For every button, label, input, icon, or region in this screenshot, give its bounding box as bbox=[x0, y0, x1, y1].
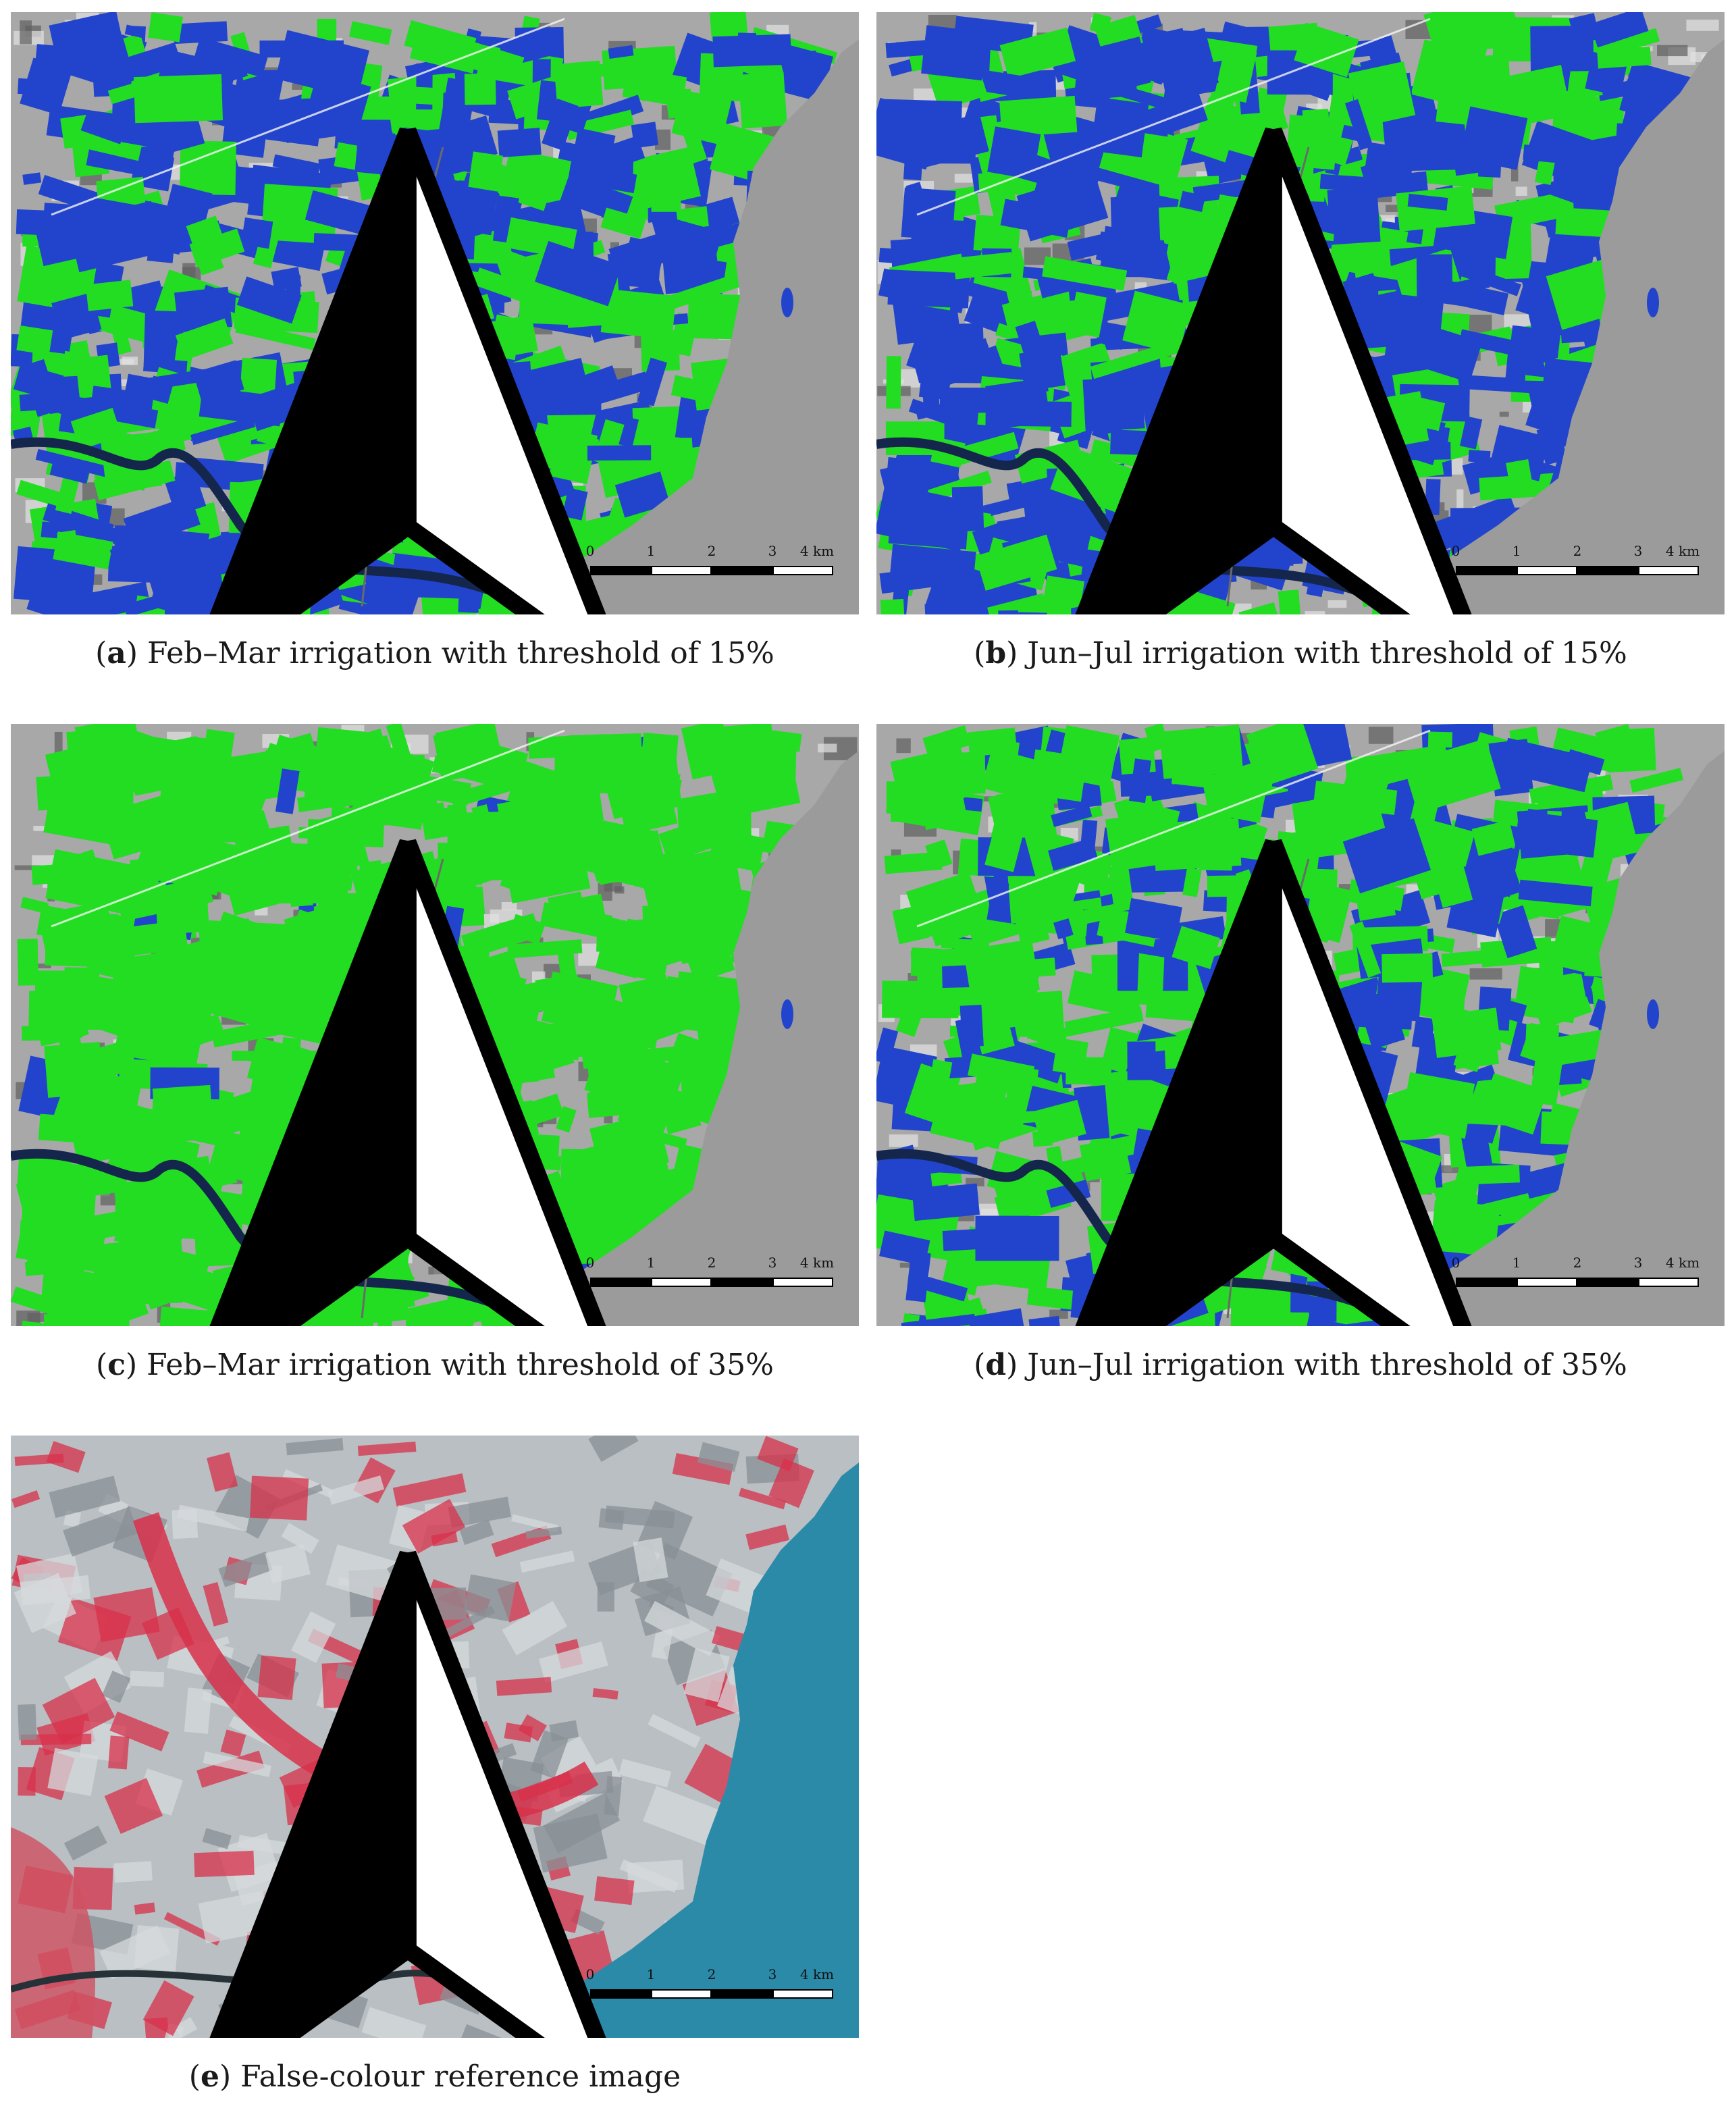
scale-label-0: 0 bbox=[585, 1966, 595, 1982]
scale-bar: 0 1 2 3 4 km bbox=[585, 1966, 835, 2014]
caption-c: (c) Feb–Mar irrigation with threshold of… bbox=[96, 1348, 774, 1382]
scale-label-1: 1 bbox=[646, 1255, 656, 1271]
scale-label-4: 4 km bbox=[799, 1966, 835, 1982]
north-arrow-icon bbox=[1075, 839, 1472, 1326]
scale-label-2: 2 bbox=[707, 1966, 716, 1982]
scale-label-3: 3 bbox=[768, 1255, 777, 1271]
map-panel-a: 0 1 2 3 4 km bbox=[11, 12, 859, 614]
caption-a: (a) Feb–Mar irrigation with threshold of… bbox=[95, 636, 774, 670]
scale-label-2: 2 bbox=[707, 543, 716, 559]
scale-label-3: 3 bbox=[1633, 543, 1643, 559]
map-panel-e: 0 1 2 3 4 km bbox=[11, 1436, 859, 2038]
map-panel-d: 0 1 2 3 4 km bbox=[876, 724, 1725, 1326]
scale-label-3: 3 bbox=[768, 1966, 777, 1982]
scale-label-4: 4 km bbox=[799, 1255, 835, 1271]
scale-label-3: 3 bbox=[1633, 1255, 1643, 1271]
scale-bar: 0 1 2 3 4 km bbox=[1451, 1255, 1700, 1302]
scale-label-4: 4 km bbox=[1665, 543, 1700, 559]
scale-label-0: 0 bbox=[1451, 543, 1461, 559]
scale-label-0: 0 bbox=[585, 1255, 595, 1271]
map-panel-b: 0 1 2 3 4 km bbox=[876, 12, 1725, 614]
scale-label-2: 2 bbox=[707, 1255, 716, 1271]
scale-label-4: 4 km bbox=[1665, 1255, 1700, 1271]
scale-bar: 0 1 2 3 4 km bbox=[585, 1255, 835, 1302]
north-arrow-icon bbox=[209, 839, 606, 1326]
caption-e: (e) False-colour reference image bbox=[188, 2059, 681, 2094]
scale-label-1: 1 bbox=[646, 1966, 656, 1982]
map-panel-c: 0 1 2 3 4 km bbox=[11, 724, 859, 1326]
scale-bar: 0 1 2 3 4 km bbox=[1451, 543, 1700, 590]
north-arrow-icon bbox=[209, 1550, 606, 2038]
scale-label-0: 0 bbox=[1451, 1255, 1461, 1271]
caption-b: (b) Jun–Jul irrigation with threshold of… bbox=[974, 636, 1627, 670]
caption-d: (d) Jun–Jul irrigation with threshold of… bbox=[974, 1348, 1627, 1382]
scale-label-3: 3 bbox=[768, 543, 777, 559]
scale-label-2: 2 bbox=[1573, 1255, 1582, 1271]
scale-bar: 0 1 2 3 4 km bbox=[585, 543, 835, 590]
scale-label-4: 4 km bbox=[799, 543, 835, 559]
north-arrow-icon bbox=[1075, 127, 1472, 614]
scale-label-2: 2 bbox=[1573, 543, 1582, 559]
north-arrow-icon bbox=[209, 127, 606, 614]
scale-label-1: 1 bbox=[1512, 1255, 1521, 1271]
scale-label-0: 0 bbox=[585, 543, 595, 559]
scale-label-1: 1 bbox=[1512, 543, 1521, 559]
scale-label-1: 1 bbox=[646, 543, 656, 559]
